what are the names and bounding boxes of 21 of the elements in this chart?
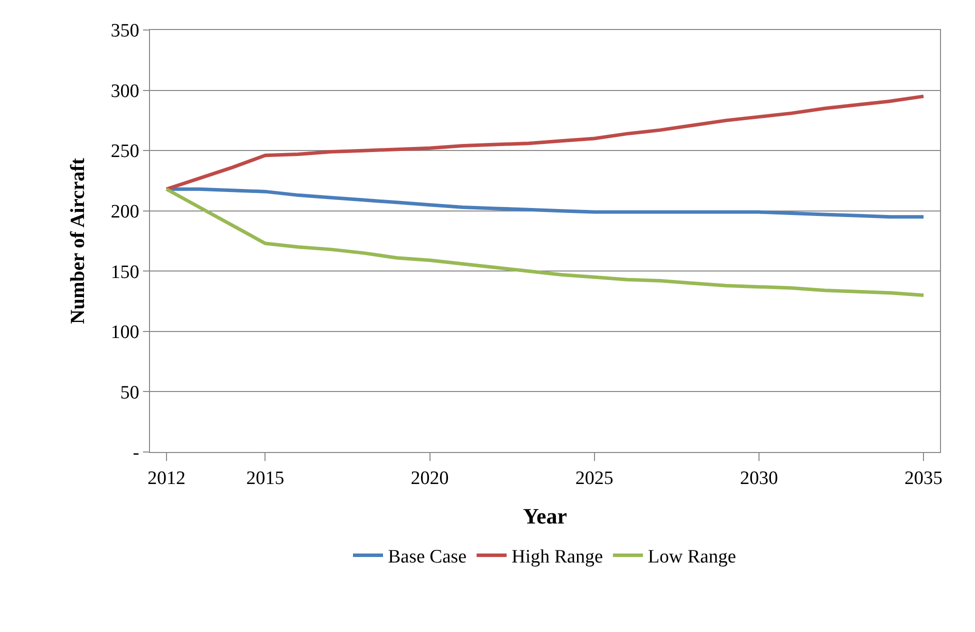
line-series <box>164 94 926 191</box>
y-axis-title: Number of Aircraft <box>67 158 90 324</box>
legend-label: Low Range <box>648 546 736 568</box>
y-tick-label: 250 <box>110 141 140 162</box>
legend-label: Base Case <box>388 546 467 568</box>
x-tick-label: 2030 <box>740 468 778 489</box>
y-tick-label: 300 <box>110 80 140 102</box>
y-tick-label: 100 <box>110 322 140 344</box>
x-tick-label: 2025 <box>575 468 614 489</box>
legend-label: High Range <box>512 546 603 568</box>
x-tick-label: 2012 <box>147 468 186 489</box>
y-tick-label: 50 <box>120 382 140 404</box>
y-tick-label: 350 <box>110 20 140 42</box>
x-tick-label: 2015 <box>246 468 284 489</box>
x-tick-label: 2035 <box>904 468 943 489</box>
y-tick-label: 200 <box>110 202 140 223</box>
y-tick-label: - <box>132 442 140 464</box>
x-tick-label: 2020 <box>410 468 449 489</box>
line-series <box>164 187 926 298</box>
x-axis-title: Year <box>523 504 568 529</box>
y-tick-label: 150 <box>110 262 140 283</box>
